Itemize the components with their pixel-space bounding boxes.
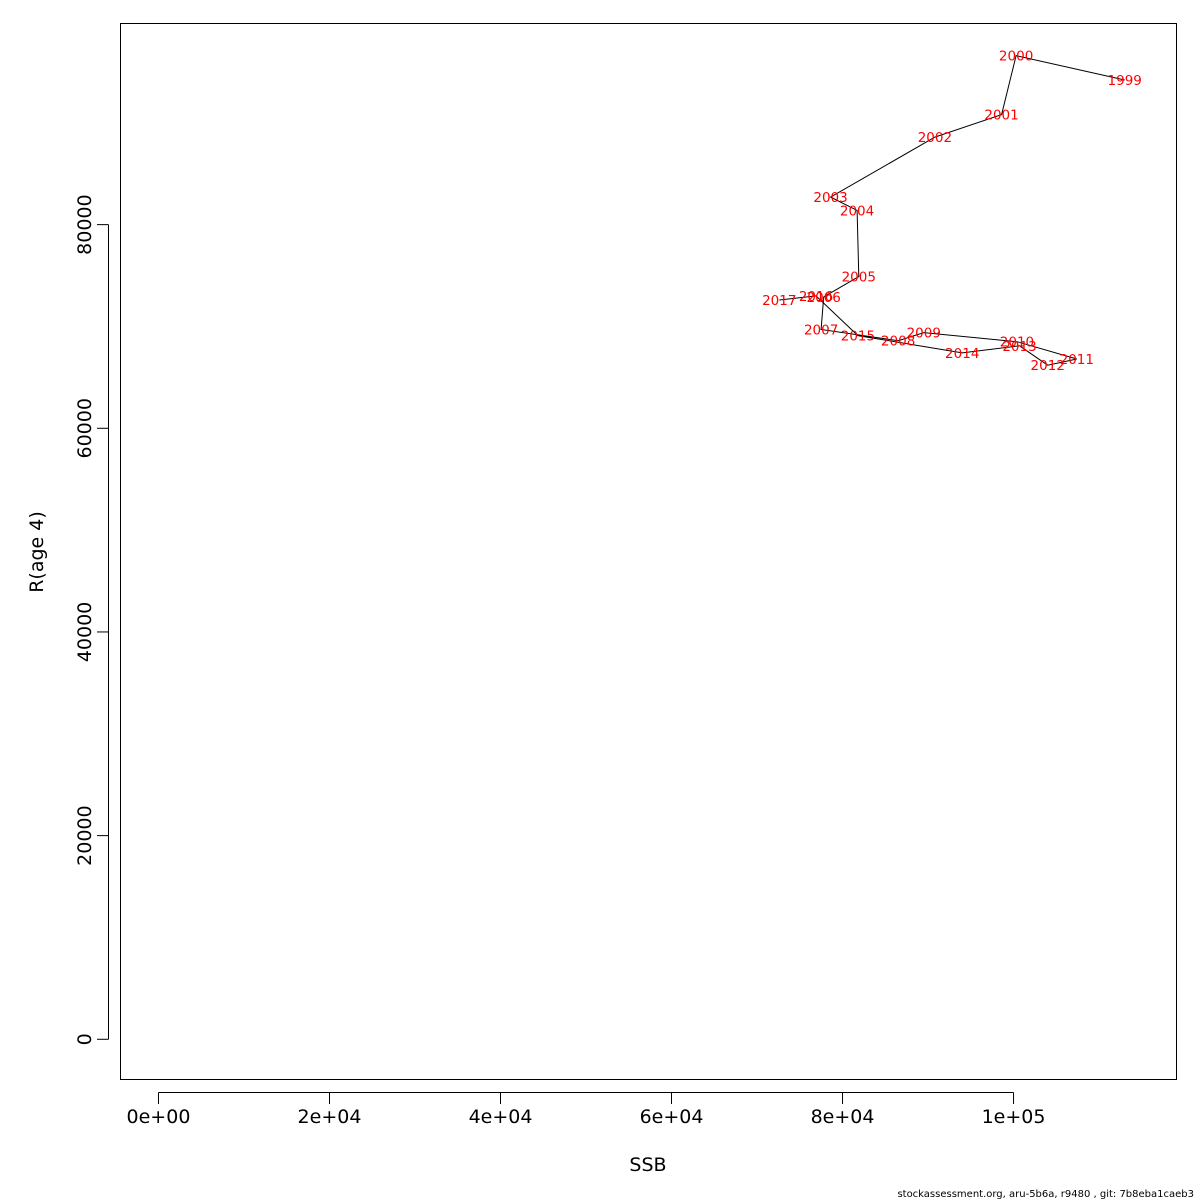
point-label-2015: 2015 [841,329,875,345]
x-axis: 0e+00 2e+04 4e+04 6e+04 8e+04 1e+05 [127,1092,1046,1128]
point-label-2002: 2002 [918,130,952,146]
series-line [779,55,1125,366]
y-tick-label: 80000 [74,194,96,254]
x-tick-label: 0e+00 [127,1106,191,1128]
point-label-2012: 2012 [1031,358,1065,374]
y-axis: 0 20000 40000 60000 80000 [74,194,109,1045]
x-tick-label: 1e+05 [982,1106,1046,1128]
point-label-2013: 2013 [1002,339,1036,355]
series-path [779,55,1125,366]
point-labels: 1999200020012002200320042005200620072008… [762,49,1142,375]
x-axis-title: SSB [629,1154,666,1176]
x-tick-label: 4e+04 [469,1106,533,1128]
point-label-2000: 2000 [999,49,1033,65]
point-label-2017: 2017 [762,293,796,309]
x-tick-label: 8e+04 [811,1106,875,1128]
point-label-2006: 2006 [807,290,841,306]
point-label-2016: 2016 [799,289,833,305]
point-label-2009: 2009 [907,326,941,342]
point-label-2008: 2008 [881,334,915,350]
y-tick-label: 0 [74,1033,96,1045]
x-tick-label: 6e+04 [640,1106,704,1128]
point-label-2007: 2007 [804,323,838,339]
point-label-1999: 1999 [1108,73,1142,89]
y-tick-label: 40000 [74,602,96,662]
y-axis-title: R(age 4) [26,511,48,593]
point-label-2005: 2005 [842,270,876,286]
point-label-2001: 2001 [984,108,1018,124]
point-label-2004: 2004 [840,203,874,219]
point-label-2003: 2003 [813,190,847,206]
y-tick-label: 60000 [74,398,96,458]
point-label-2014: 2014 [945,346,979,362]
plot-frame [120,23,1177,1080]
point-label-2010: 2010 [1000,335,1034,351]
x-tick-label: 2e+04 [298,1106,362,1128]
y-tick-label: 20000 [74,805,96,865]
footer-credit: stockassessment.org, aru-5b6a, r9480 , g… [897,1189,1194,1200]
point-label-2011: 2011 [1060,352,1094,368]
